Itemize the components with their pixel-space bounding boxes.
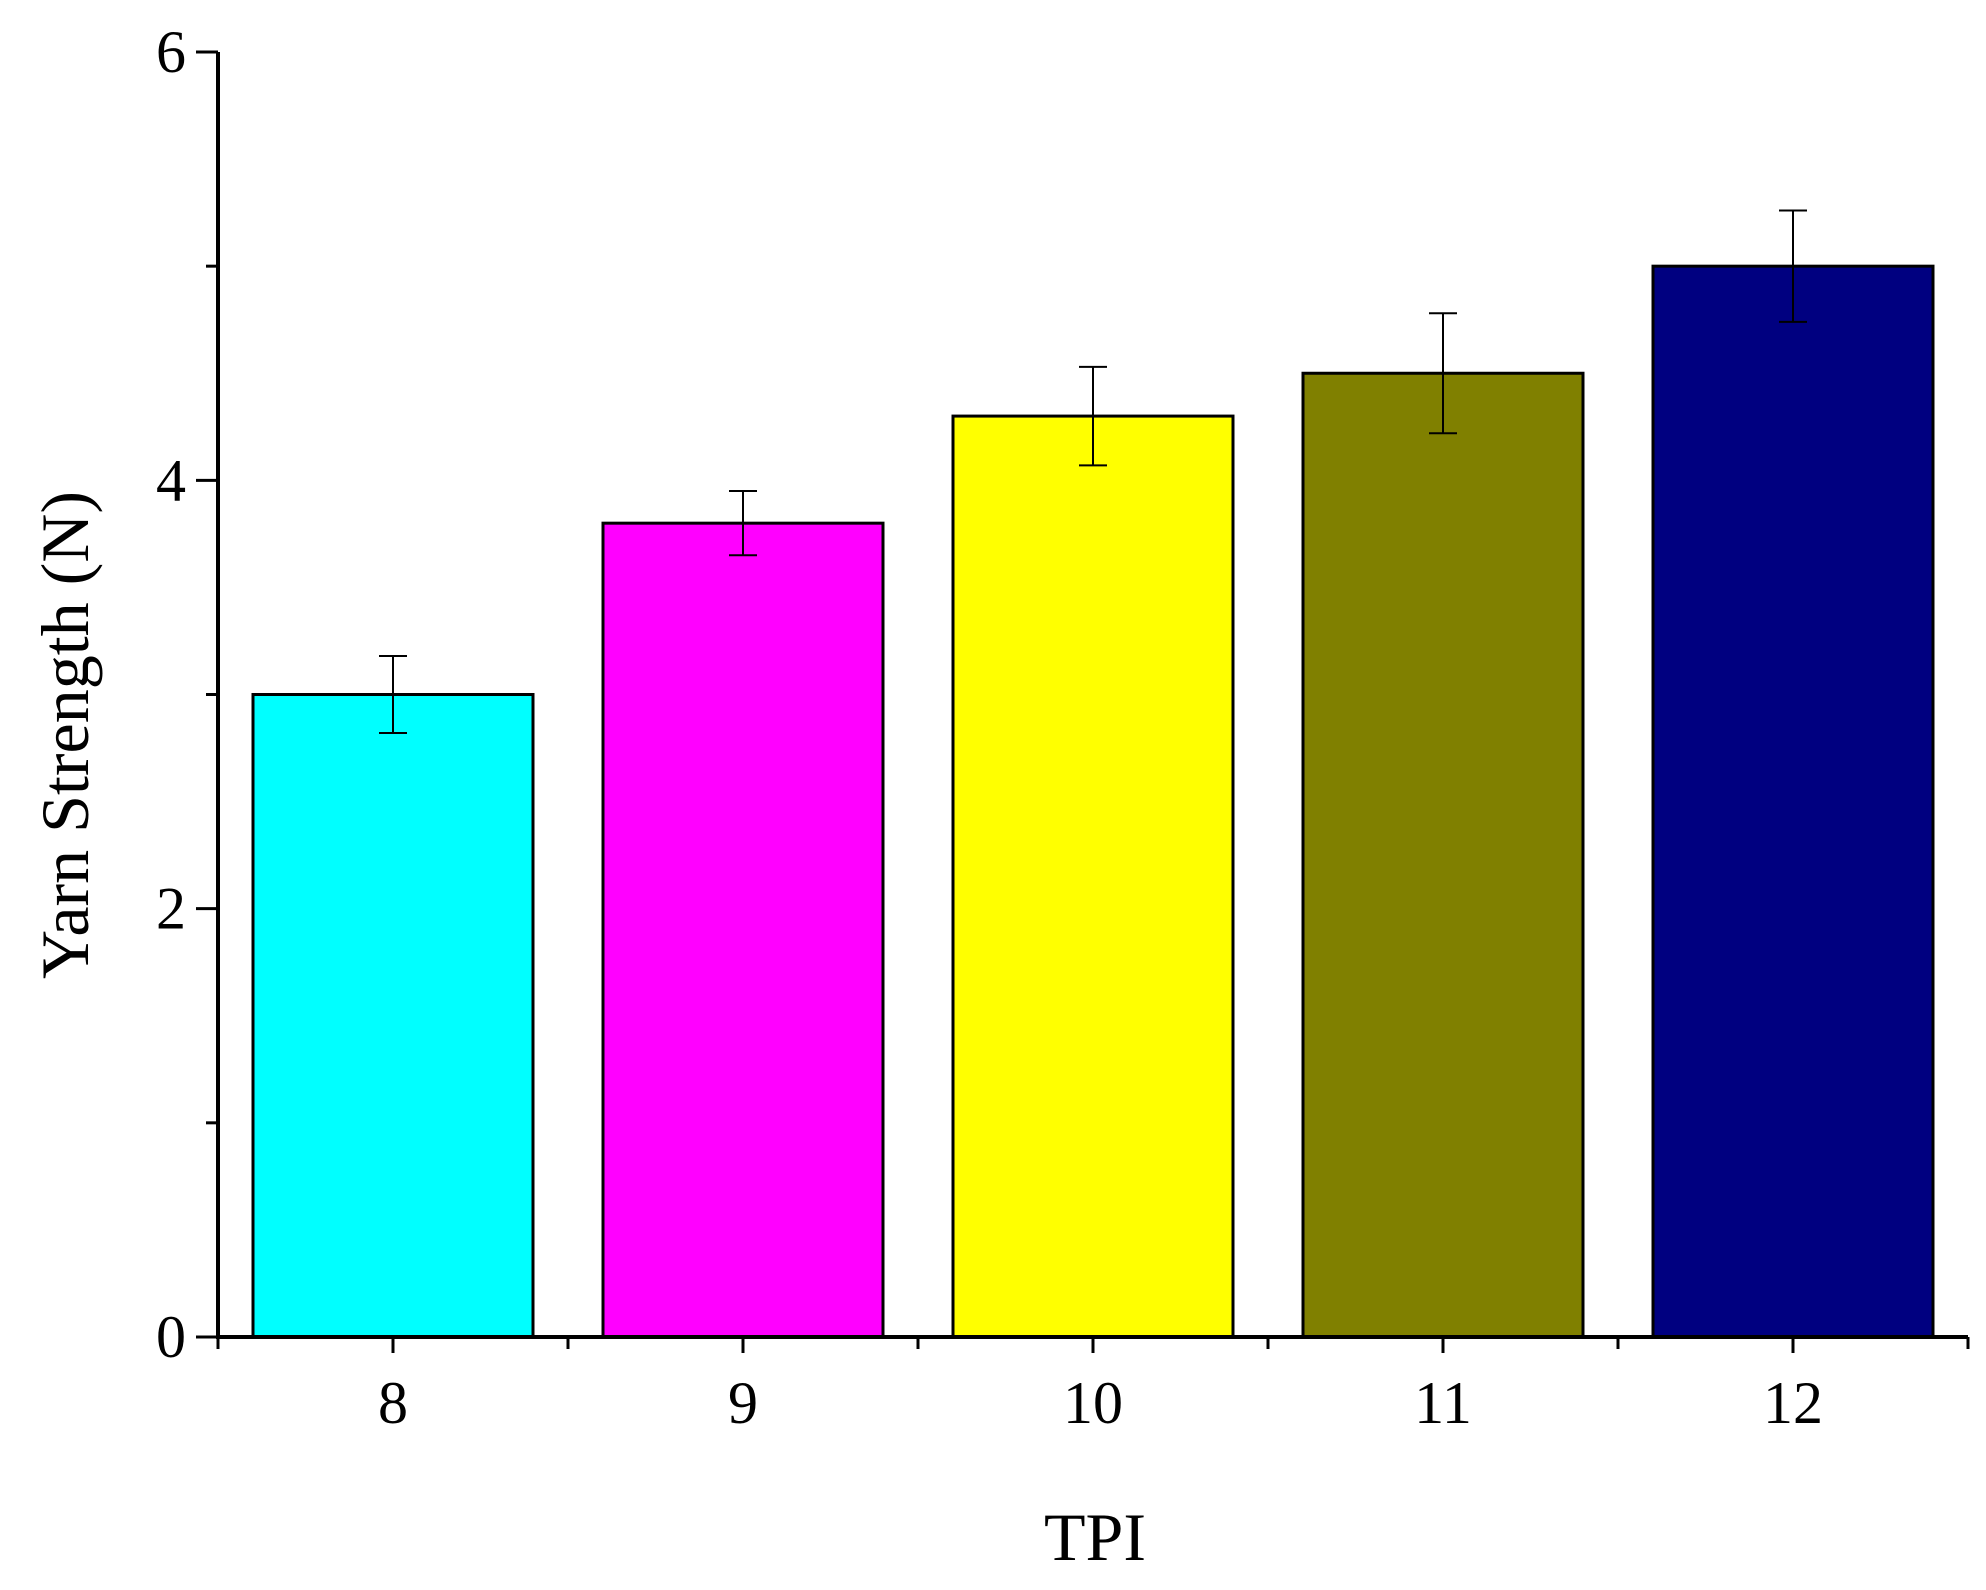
y-tick-label: 0 xyxy=(156,1304,186,1370)
x-tick-label: 12 xyxy=(1763,1370,1823,1436)
y-axis-title: Yarn Strength (N) xyxy=(27,491,103,979)
x-axis-title: TPI xyxy=(1044,1499,1146,1575)
y-tick-label: 6 xyxy=(156,19,186,85)
bar-12 xyxy=(1651,264,1935,1339)
x-tick-label: 8 xyxy=(378,1370,408,1436)
y-tick-label: 2 xyxy=(156,876,186,942)
error-bars-layer xyxy=(379,209,1807,735)
x-tick-label: 10 xyxy=(1063,1370,1123,1436)
x-tick-label: 9 xyxy=(728,1370,758,1436)
bar-10 xyxy=(951,414,1235,1339)
axes-layer: 8 9 10 11 12 0 2 4 6 xyxy=(156,19,1970,1436)
y-tick-label: 4 xyxy=(156,447,186,513)
bar-11 xyxy=(1301,371,1585,1339)
x-tick-label: 11 xyxy=(1414,1370,1472,1436)
bar-9 xyxy=(601,521,885,1339)
bar-8 xyxy=(251,693,535,1339)
